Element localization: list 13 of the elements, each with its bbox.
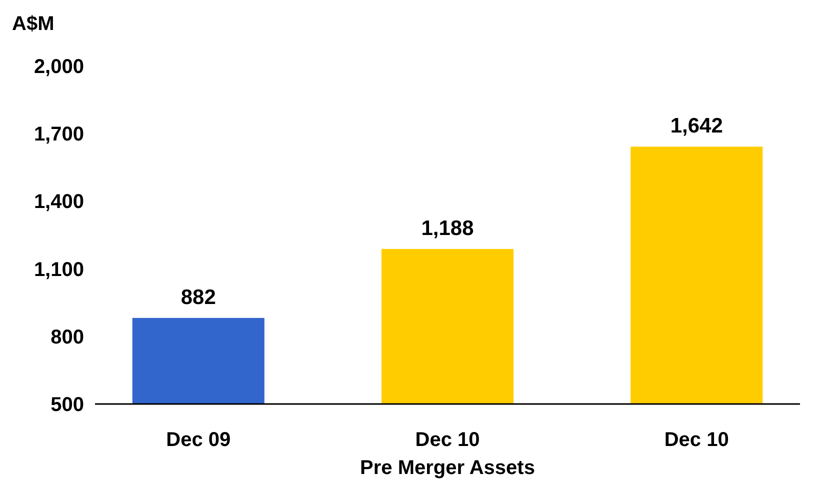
y-tick-label: 500 — [50, 394, 84, 416]
data-label: 882 — [180, 286, 216, 309]
y-tick-label: 1,400 — [34, 191, 84, 214]
y-tick-label: 1,100 — [34, 258, 84, 281]
data-label: 1,188 — [421, 216, 474, 240]
y-tick-label: 800 — [50, 326, 84, 348]
x-tick-label: Dec 10 Pre Merger Assets — [360, 429, 535, 479]
y-axis-title: A$M — [12, 13, 54, 35]
y-tick-label: 1,700 — [34, 124, 84, 146]
x-tick-label: Dec 09 — [166, 429, 231, 451]
x-tick-label: Dec 10 — [664, 429, 729, 451]
y-tick-label: 2,000 — [34, 56, 84, 78]
data-label: 1,642 — [670, 114, 723, 138]
